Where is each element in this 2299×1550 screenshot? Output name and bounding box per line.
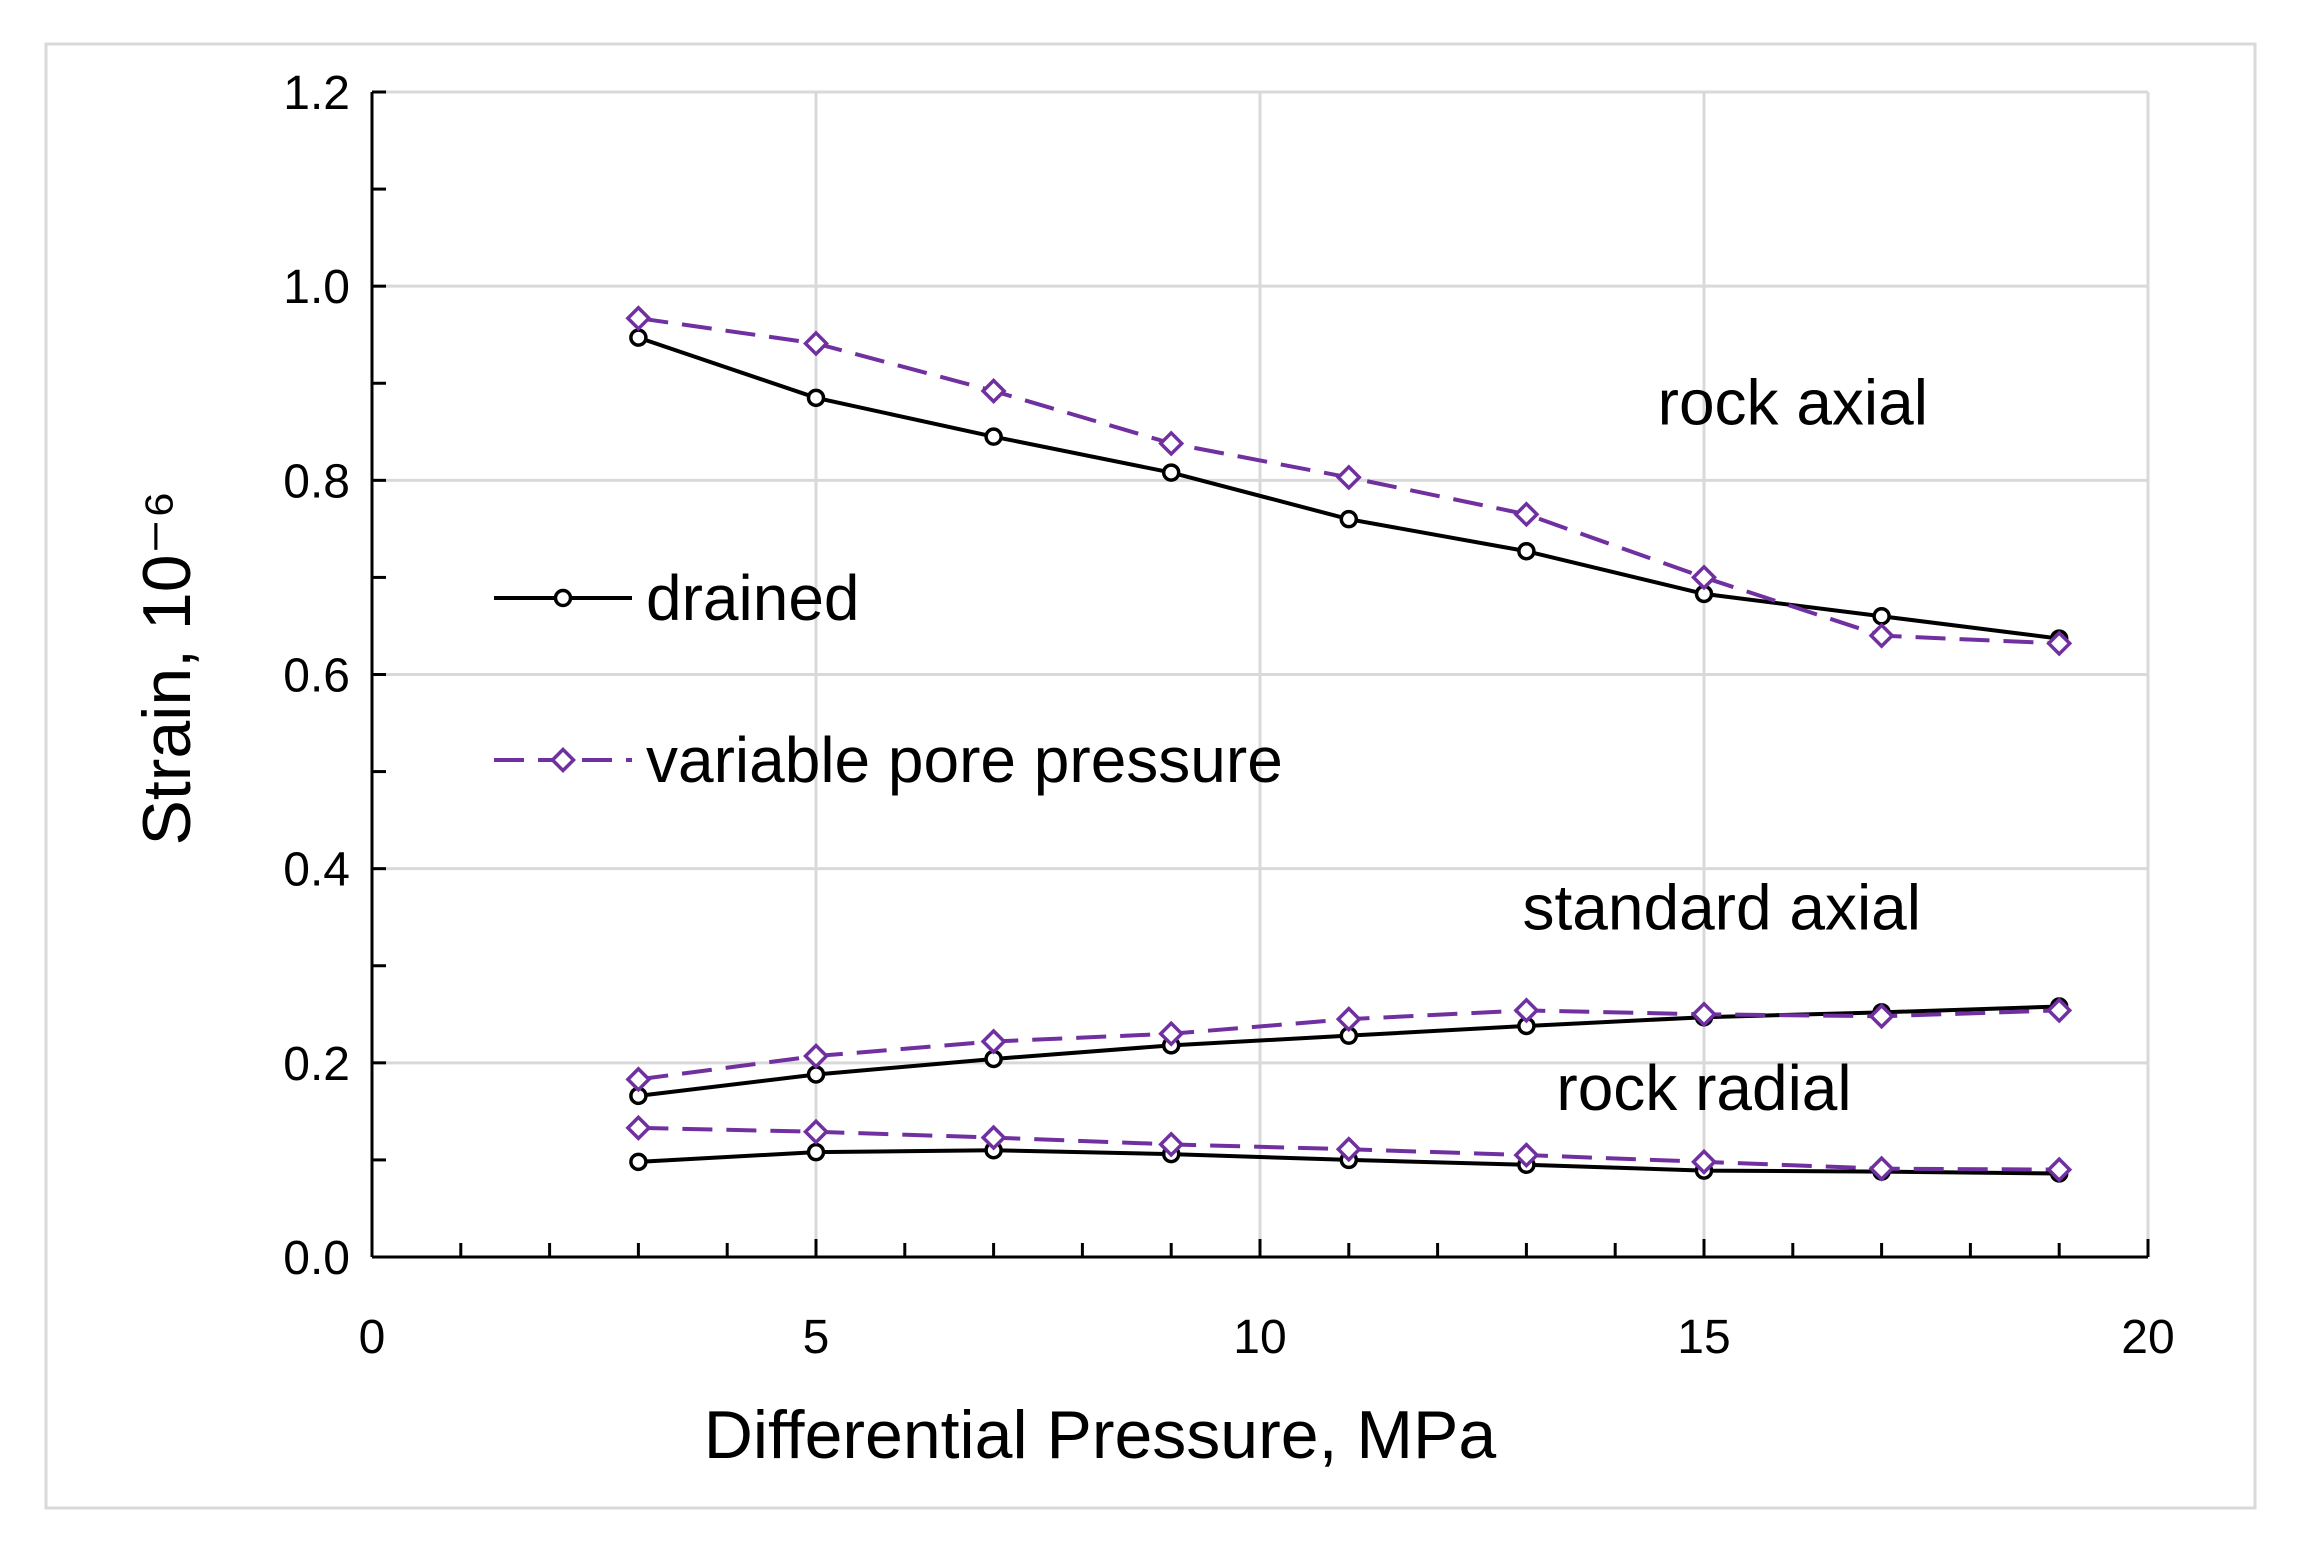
point-diamond: [625, 1066, 652, 1093]
point-diamond: [1158, 430, 1185, 457]
point-diamond: [1868, 1003, 1895, 1030]
y-axis-title: Strain, 10⁻⁶: [129, 491, 205, 846]
y-tick-label: 1.2: [283, 67, 350, 120]
legend: drained variable pore pressure: [494, 562, 1283, 796]
point-diamond: [625, 305, 652, 332]
point-diamond: [980, 1124, 1007, 1151]
point-diamond: [1335, 464, 1362, 491]
point-diamond: [1335, 1136, 1362, 1163]
point-diamond: [1868, 622, 1895, 649]
series-rock-radial---variable-pore-pressure: [625, 1114, 2073, 1183]
y-tick-label: 0.6: [283, 650, 350, 703]
point-circle: [1872, 607, 1891, 626]
point-diamond: [980, 1028, 1007, 1055]
point-diamond: [625, 1114, 652, 1141]
axes: [370, 90, 2150, 1259]
point-diamond: [2046, 630, 2073, 657]
annotation-label: rock radial: [1556, 1052, 1851, 1124]
point-circle: [984, 427, 1003, 446]
point-circle: [1161, 463, 1181, 482]
legend-label: variable pore pressure: [646, 724, 1283, 796]
x-tick-label: 5: [803, 1311, 830, 1364]
point-circle: [629, 1152, 648, 1172]
tick-labels: 0 5 10 15 20 0.0 0.2 0.4 0.6 0.8 1.0 1.2: [283, 67, 2174, 1364]
legend-marker-circle: [553, 588, 573, 608]
point-circle: [629, 328, 648, 347]
point-diamond: [2046, 997, 2073, 1024]
annotations: rock axial standard axial rock radial: [1523, 367, 1928, 1124]
x-axis-title: Differential Pressure, MPa: [704, 1397, 1497, 1473]
point-diamond: [803, 330, 829, 357]
point-diamond: [1691, 564, 1717, 591]
y-tick-label: 0.0: [283, 1232, 350, 1285]
series-standard-axial---variable-pore-pressure: [625, 997, 2073, 1093]
point-circle: [806, 388, 826, 408]
y-tick-label: 0.4: [283, 844, 350, 897]
point-diamond: [1691, 1001, 1717, 1028]
point-circle: [1339, 509, 1359, 529]
point-diamond: [1335, 1006, 1362, 1033]
point-circle: [806, 1142, 826, 1162]
y-tick-label: 0.2: [283, 1038, 350, 1091]
legend-item-variable: variable pore pressure: [494, 724, 1283, 796]
series-rock-axial---variable-pore-pressure: [625, 305, 2073, 657]
point-diamond: [1513, 501, 1540, 528]
annotation-label: standard axial: [1523, 872, 1921, 944]
point-diamond: [2046, 1156, 2073, 1183]
legend-item-drained: drained: [494, 562, 860, 634]
legend-label: drained: [646, 562, 860, 634]
x-tick-label: 0: [359, 1311, 386, 1364]
chart-frame: [44, 42, 2257, 1510]
point-diamond: [1868, 1155, 1895, 1182]
point-diamond: [803, 1043, 829, 1070]
y-tick-label: 1.0: [283, 261, 350, 314]
series-group: [625, 305, 2073, 1183]
point-diamond: [1513, 1142, 1540, 1169]
y-tick-label: 0.8: [283, 455, 350, 508]
x-tick-label: 10: [1233, 1311, 1286, 1364]
point-diamond: [1158, 1131, 1185, 1158]
point-diamond: [1691, 1148, 1717, 1175]
point-circle: [806, 1065, 826, 1084]
point-diamond: [1513, 997, 1540, 1024]
point-diamond: [1158, 1020, 1185, 1047]
legend-marker-diamond: [550, 747, 576, 773]
x-tick-label: 20: [2121, 1311, 2174, 1364]
point-diamond: [803, 1118, 829, 1145]
annotation-label: rock axial: [1658, 367, 1928, 439]
point-diamond: [980, 378, 1007, 404]
x-tick-label: 15: [1677, 1311, 1730, 1364]
point-circle: [1517, 541, 1536, 561]
